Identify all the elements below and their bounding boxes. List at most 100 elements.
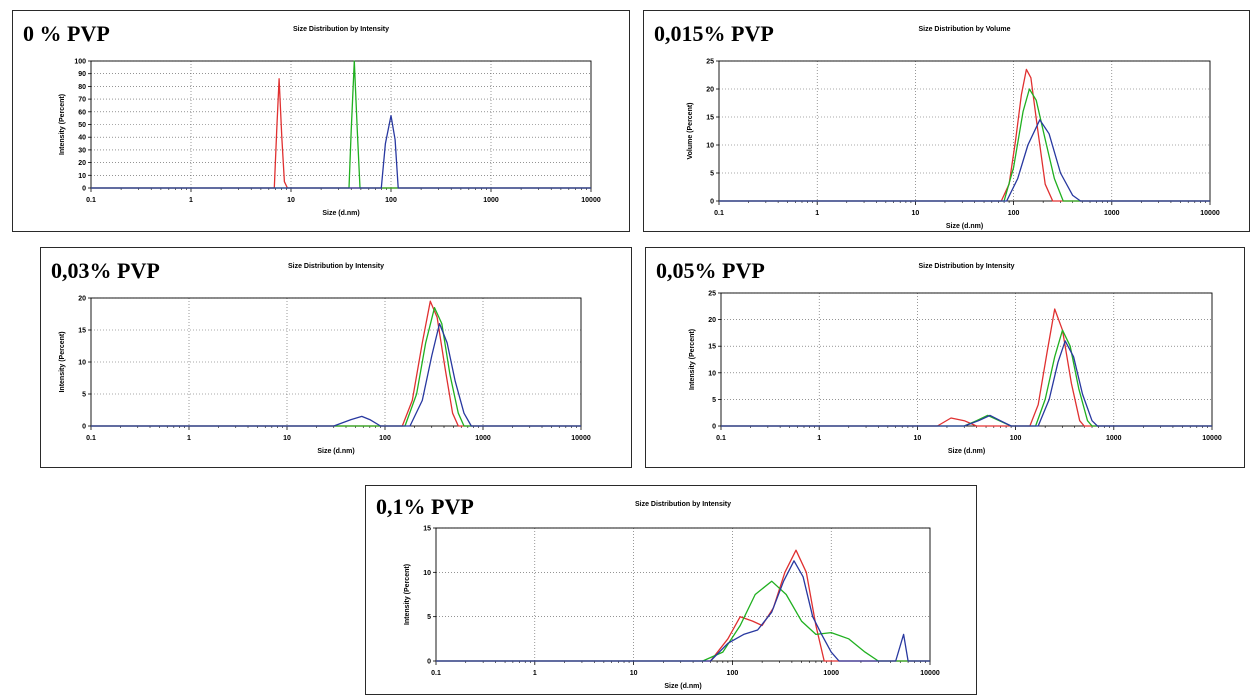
- y-axis-label: Volume (Percent): [687, 102, 694, 159]
- x-tick-label: 100: [385, 197, 397, 204]
- x-tick-label: 1000: [1106, 435, 1122, 442]
- x-tick-label: 1: [187, 435, 191, 442]
- chart-panel-005-pvp: 0,05% PVP Size Distribution by Intensity…: [645, 247, 1245, 468]
- y-tick-label: 15: [423, 526, 431, 533]
- series-line-0: [91, 78, 591, 189]
- y-tick-label: 10: [423, 570, 431, 577]
- chart-panel-003-pvp: 0,03% PVP Size Distribution by Intensity…: [40, 247, 632, 468]
- y-tick-label: 0: [427, 659, 431, 666]
- x-tick-label: 1000: [823, 670, 839, 677]
- x-tick-label: 0.1: [714, 210, 724, 217]
- y-tick-label: 0: [710, 199, 714, 206]
- x-tick-label: 1000: [483, 197, 499, 204]
- x-tick-label: 10000: [920, 670, 940, 677]
- series-line-0: [91, 300, 581, 427]
- series-line-2: [91, 114, 591, 189]
- y-tick-label: 5: [82, 392, 86, 399]
- plot-frame: [435, 527, 931, 662]
- y-axis-label: Intensity (Percent): [404, 564, 411, 625]
- x-tick-label: 1: [815, 210, 819, 217]
- x-tick-label: 10000: [1200, 210, 1220, 217]
- panel-label: 0 % PVP: [23, 21, 110, 46]
- y-tick-label: 10: [78, 173, 86, 180]
- x-tick-label: 10000: [571, 435, 591, 442]
- series-line-1: [721, 329, 1212, 427]
- x-tick-label: 10: [914, 435, 922, 442]
- x-axis-label: Size (d.nm): [322, 210, 359, 217]
- x-tick-label: 10: [630, 670, 638, 677]
- y-tick-label: 15: [706, 115, 714, 122]
- chart-panel-01-pvp: 0,1% PVP Size Distribution by Intensity 0…: [365, 485, 977, 695]
- series-line-1: [719, 88, 1210, 202]
- plot-frame: [718, 60, 1211, 202]
- series-line-2: [91, 322, 581, 427]
- x-tick-label: 100: [1008, 210, 1020, 217]
- y-tick-label: 10: [706, 143, 714, 150]
- x-tick-label: 1000: [475, 435, 491, 442]
- x-tick-label: 0.1: [431, 670, 441, 677]
- plot-frame: [720, 292, 1213, 427]
- y-tick-label: 80: [78, 84, 86, 91]
- x-tick-label: 0.1: [716, 435, 726, 442]
- y-tick-label: 15: [708, 344, 716, 351]
- x-tick-label: 10000: [581, 197, 601, 204]
- x-tick-label: 10: [283, 435, 291, 442]
- y-tick-label: 25: [706, 59, 714, 66]
- y-axis-label: Intensity (Percent): [59, 94, 66, 155]
- x-tick-label: 100: [727, 670, 739, 677]
- y-axis-label: Intensity (Percent): [689, 329, 696, 390]
- y-tick-label: 100: [74, 59, 86, 66]
- y-tick-label: 5: [427, 614, 431, 621]
- panel-label: 0,05% PVP: [656, 258, 765, 283]
- chart-title: Size Distribution by Intensity: [288, 263, 384, 270]
- series-line-0: [719, 68, 1210, 202]
- y-tick-label: 5: [710, 171, 714, 178]
- y-tick-label: 20: [708, 317, 716, 324]
- y-tick-label: 0: [712, 424, 716, 431]
- x-tick-label: 100: [379, 435, 391, 442]
- chart-title: Size Distribution by Volume: [918, 26, 1010, 33]
- y-tick-label: 90: [78, 71, 86, 78]
- y-tick-label: 0: [82, 424, 86, 431]
- chart-title: Size Distribution by Intensity: [635, 501, 731, 508]
- x-tick-label: 10: [287, 197, 295, 204]
- x-tick-label: 10: [912, 210, 920, 217]
- x-tick-label: 1: [189, 197, 193, 204]
- series-line-2: [436, 560, 930, 662]
- y-tick-label: 20: [706, 87, 714, 94]
- y-tick-label: 0: [82, 186, 86, 193]
- y-tick-label: 5: [712, 397, 716, 404]
- series-line-2: [721, 340, 1212, 427]
- y-tick-label: 60: [78, 109, 86, 116]
- y-tick-label: 20: [78, 160, 86, 167]
- series-line-1: [436, 580, 930, 662]
- x-tick-label: 0.1: [86, 435, 96, 442]
- x-axis-label: Size (d.nm): [948, 448, 985, 455]
- x-axis-label: Size (d.nm): [664, 683, 701, 690]
- y-tick-label: 50: [78, 122, 86, 129]
- x-tick-label: 10000: [1202, 435, 1222, 442]
- y-tick-label: 15: [78, 328, 86, 335]
- x-axis-label: Size (d.nm): [946, 223, 983, 230]
- x-axis-label: Size (d.nm): [317, 448, 354, 455]
- y-tick-label: 70: [78, 97, 86, 104]
- panel-label: 0,1% PVP: [376, 494, 474, 519]
- x-tick-label: 1000: [1104, 210, 1120, 217]
- series-line-2: [719, 119, 1210, 202]
- chart-title: Size Distribution by Intensity: [293, 26, 389, 33]
- y-tick-label: 10: [78, 360, 86, 367]
- panel-label: 0,015% PVP: [654, 21, 774, 46]
- chart-panel-0015-pvp: 0,015% PVP Size Distribution by Volume 0.…: [643, 10, 1250, 232]
- series-line-0: [721, 308, 1212, 427]
- x-tick-label: 1: [533, 670, 537, 677]
- y-tick-label: 40: [78, 135, 86, 142]
- x-tick-label: 100: [1010, 435, 1022, 442]
- y-tick-label: 25: [708, 291, 716, 298]
- y-tick-label: 10: [708, 370, 716, 377]
- x-tick-label: 0.1: [86, 197, 96, 204]
- y-tick-label: 30: [78, 147, 86, 154]
